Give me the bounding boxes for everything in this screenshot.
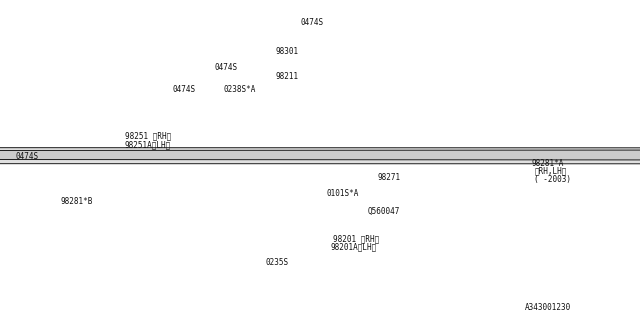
Text: 98251 〈RH〉: 98251 〈RH〉 xyxy=(125,132,171,140)
Text: ( -2003): ( -2003) xyxy=(534,175,572,184)
Text: 98211: 98211 xyxy=(275,72,298,81)
Text: 98281*A: 98281*A xyxy=(531,159,564,168)
Text: 98301: 98301 xyxy=(275,47,298,56)
Text: Q560047: Q560047 xyxy=(368,207,401,216)
Text: A343001230: A343001230 xyxy=(525,303,571,312)
Text: 98201A〈LH〉: 98201A〈LH〉 xyxy=(330,243,376,252)
Text: 98281*B: 98281*B xyxy=(61,197,93,206)
Text: 〈RH,LH〉: 〈RH,LH〉 xyxy=(534,167,567,176)
Text: 0101S*A: 0101S*A xyxy=(326,189,359,198)
Text: 0474S: 0474S xyxy=(173,85,196,94)
Text: 98251A〈LH〉: 98251A〈LH〉 xyxy=(125,140,171,149)
Circle shape xyxy=(0,150,640,160)
Text: 0235S: 0235S xyxy=(266,258,289,267)
Text: 0474S: 0474S xyxy=(301,18,324,27)
Text: 98271: 98271 xyxy=(378,173,401,182)
Text: 98201 〈RH〉: 98201 〈RH〉 xyxy=(333,234,379,243)
Polygon shape xyxy=(0,147,640,165)
Text: 0238S*A: 0238S*A xyxy=(224,85,257,94)
Text: 0474S: 0474S xyxy=(16,152,39,161)
Text: 0474S: 0474S xyxy=(214,63,237,72)
